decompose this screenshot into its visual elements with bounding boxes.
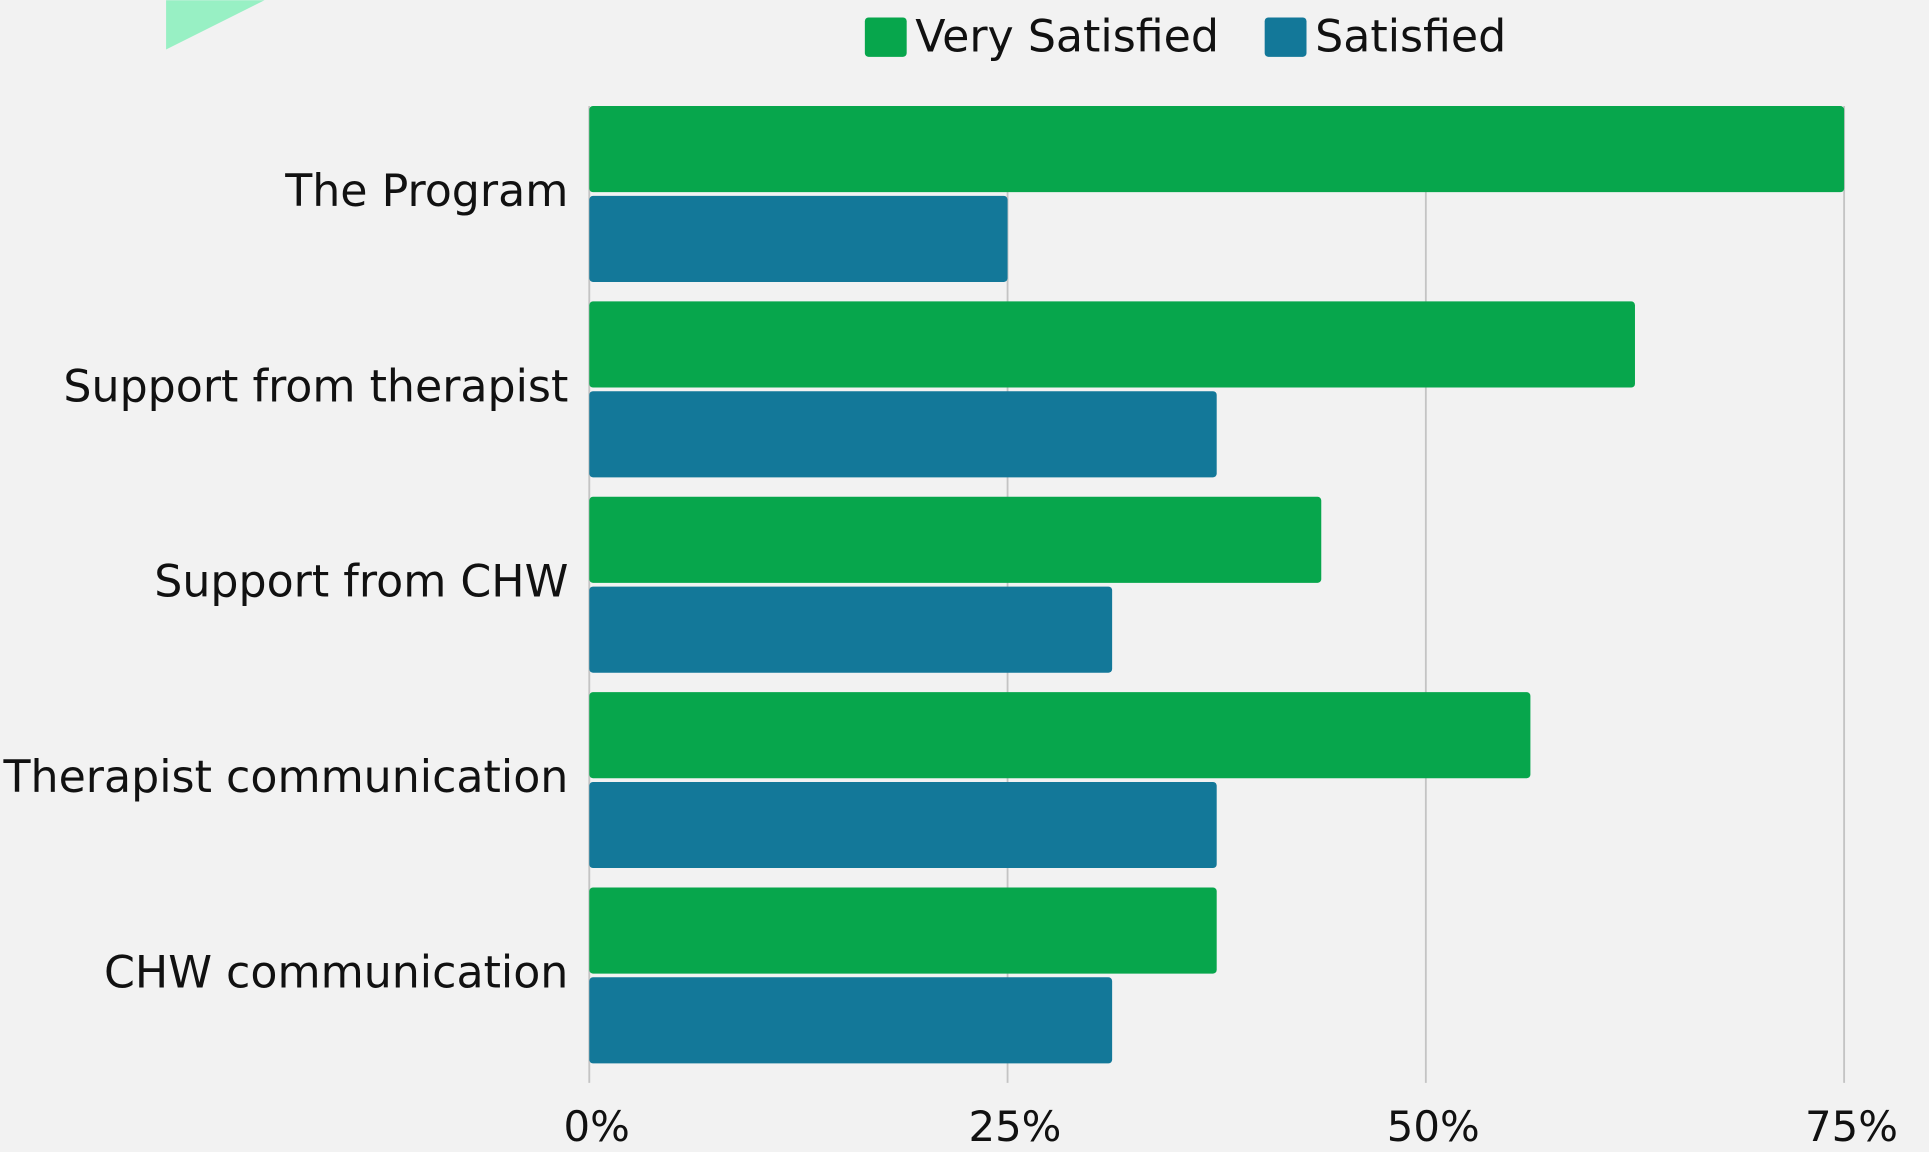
bar [589,887,1217,974]
legend-label: Satisfied [1315,12,1506,63]
bar [589,496,1322,583]
legend-swatch [864,17,907,57]
y-tick-label: The Program [284,166,568,217]
bar [589,391,1217,478]
bar [589,106,1845,193]
x-tick-label: 25% [968,1102,1061,1151]
y-tick-label: Support from CHW [154,557,568,608]
bar [589,301,1635,388]
legend-swatch [1264,17,1307,57]
decoration [166,0,265,50]
x-tick-label: 0% [563,1102,629,1151]
bar [589,195,1008,282]
bar [589,586,1113,673]
x-tick-label: 50% [1387,1102,1480,1151]
legend-label: Very Satisfied [915,12,1219,63]
y-tick-label: Support from therapist [63,361,568,412]
y-tick-label: CHW communication [104,947,568,998]
bar [589,977,1113,1064]
x-tick-label: 75% [1805,1102,1898,1151]
bar [589,781,1217,869]
y-tick-label: Therapist communication [2,752,568,803]
bar [589,692,1531,779]
